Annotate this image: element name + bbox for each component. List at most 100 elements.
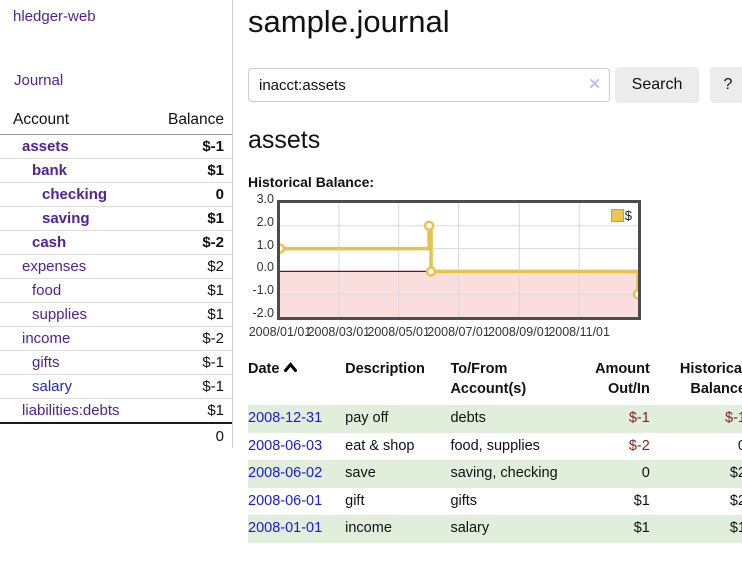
account-balance: 0: [144, 182, 232, 207]
account-link-saving[interactable]: saving: [42, 210, 90, 227]
brand-link[interactable]: hledger-web: [13, 8, 96, 25]
transaction-balance: 0: [737, 437, 742, 454]
transaction-accounts: gifts: [450, 492, 478, 509]
account-row: supplies $1: [0, 302, 232, 327]
account-balance: $-2: [144, 326, 232, 351]
transaction-date-link[interactable]: 2008-06-03: [248, 437, 323, 454]
account-link-checking[interactable]: checking: [42, 186, 108, 203]
data-point-2008-12-31: [632, 288, 638, 300]
transaction-amount: $1: [633, 492, 650, 509]
transaction-balance: $-1: [649, 405, 742, 433]
transaction-amount: $-2: [628, 437, 650, 454]
account-row: gifts $-1: [0, 350, 232, 375]
x-tick-label: 2008/05/01: [367, 325, 430, 339]
data-point-2008-06-03: [425, 266, 437, 277]
transaction-accounts: food, supplies: [450, 437, 540, 454]
register-header-description: Description: [345, 361, 425, 377]
help-button[interactable]: ?: [710, 67, 742, 103]
clear-search-icon[interactable]: ✕: [588, 76, 601, 93]
y-tick-label: 3.0: [256, 192, 274, 206]
account-balance: $1: [144, 158, 232, 183]
account-balance: $2: [144, 254, 232, 279]
page-title: sample.journal: [248, 4, 450, 39]
account-link-cash[interactable]: cash: [32, 234, 67, 251]
account-link-bank[interactable]: bank: [32, 162, 68, 179]
transaction-row: 2008-01-01 income salary $1 $1: [248, 515, 742, 543]
register-header-date[interactable]: Date: [248, 358, 345, 405]
account-row: salary $-1: [0, 374, 232, 399]
transaction-date-link[interactable]: 2008-12-31: [248, 410, 323, 427]
sidebar: hledger-web Journal Account Balance asse…: [0, 0, 233, 448]
x-tick-label: 2008/03/01: [307, 325, 371, 339]
account-row: food $1: [0, 278, 232, 303]
app-window: hledger-web Journal Account Balance asse…: [0, 0, 742, 543]
chart-svg: [280, 203, 638, 317]
account-link-gifts[interactable]: gifts: [32, 354, 60, 371]
account-balance: $1: [144, 206, 232, 231]
transaction-row: 2008-12-31 pay off debts $-1 $-1: [248, 405, 742, 433]
data-point-2008-01-01: [280, 243, 286, 254]
account-link-liabilities-debts[interactable]: liabilities:debts: [22, 402, 120, 419]
account-row: saving $1: [0, 206, 232, 231]
register-header-amount: Amount Out/In: [595, 361, 650, 397]
transaction-amount: 0: [564, 460, 650, 488]
y-tick-label: 1.0: [256, 237, 274, 252]
transaction-description: save: [345, 460, 451, 488]
y-tick-label: -2.0: [252, 306, 274, 320]
sidebar-item-journal[interactable]: Journal: [14, 72, 64, 89]
account-link-supplies[interactable]: supplies: [32, 306, 88, 323]
y-tick-label: 2.0: [256, 214, 274, 229]
account-heading: assets: [248, 126, 321, 154]
account-balance: $1: [144, 302, 232, 327]
register-header-tofrom: To/From Account(s): [450, 361, 527, 397]
transaction-balance: $2: [649, 460, 742, 488]
transaction-description: eat & shop: [345, 437, 415, 454]
register-header-historical: Historical Balance: [679, 361, 742, 397]
transaction-row: 2008-06-03 eat & shop food, supplies $-2 0: [248, 433, 742, 461]
main-content: sample.journal ✕ Search ? assets Histori…: [233, 0, 742, 543]
account-balance: $-1: [144, 350, 232, 375]
x-tick-label: 2008/07/01: [427, 325, 490, 339]
account-link-salary[interactable]: salary: [32, 378, 73, 395]
legend-label: $: [624, 208, 632, 223]
account-row: expenses $2: [0, 254, 232, 279]
account-row: checking 0: [0, 182, 232, 207]
transaction-date-link[interactable]: 2008-06-02: [248, 465, 323, 482]
transaction-accounts: saving, checking: [450, 460, 565, 488]
transaction-description: pay off: [345, 405, 451, 433]
y-tick-label: -1.0: [252, 283, 274, 298]
search-button[interactable]: Search: [615, 67, 699, 103]
x-tick-label: 2008/09/01: [488, 325, 551, 339]
transaction-accounts: debts: [450, 405, 565, 433]
account-row: liabilities:debts $1: [0, 398, 232, 424]
transaction-balance: $2: [729, 492, 742, 509]
account-link-expenses[interactable]: expenses: [22, 258, 87, 275]
account-row: income $-2: [0, 326, 232, 351]
data-point-2008-06-01: [423, 220, 435, 232]
accounts-total-row: 0: [0, 422, 232, 448]
transaction-date-link[interactable]: 2008-06-01: [248, 492, 323, 509]
account-balance: $-2: [144, 230, 232, 255]
transaction-description: income: [345, 515, 451, 543]
sort-asc-icon: [284, 360, 298, 380]
transaction-date-link[interactable]: 2008-01-01: [248, 520, 323, 537]
accounts-total-value: 0: [144, 422, 232, 448]
register-table: Date Description To/From Account(s) Amount Ou…: [248, 358, 742, 543]
account-row: cash $-2: [0, 230, 232, 255]
y-tick-label: 0.0: [256, 260, 274, 275]
transaction-balance: $1: [649, 515, 742, 543]
x-tick-label: 2008/01/01: [248, 325, 312, 339]
account-link-assets[interactable]: assets: [22, 138, 69, 155]
chart-plot-area: $: [277, 200, 641, 320]
search-input[interactable]: [248, 68, 610, 102]
account-link-income[interactable]: income: [22, 330, 71, 347]
chart-title: Historical Balance:: [248, 174, 375, 190]
x-tick-label: 2008/11/01: [548, 325, 610, 339]
transaction-accounts: salary: [450, 515, 565, 543]
accounts-header-balance: Balance: [144, 108, 232, 135]
transaction-row: 2008-06-02 save saving, checking 0 $2: [248, 460, 742, 488]
accounts-table: Account Balance assets $-1 bank $1 checking 0…: [0, 108, 232, 448]
account-balance: $1: [144, 398, 232, 424]
legend-swatch-icon: [610, 209, 624, 222]
account-link-food[interactable]: food: [32, 282, 62, 299]
